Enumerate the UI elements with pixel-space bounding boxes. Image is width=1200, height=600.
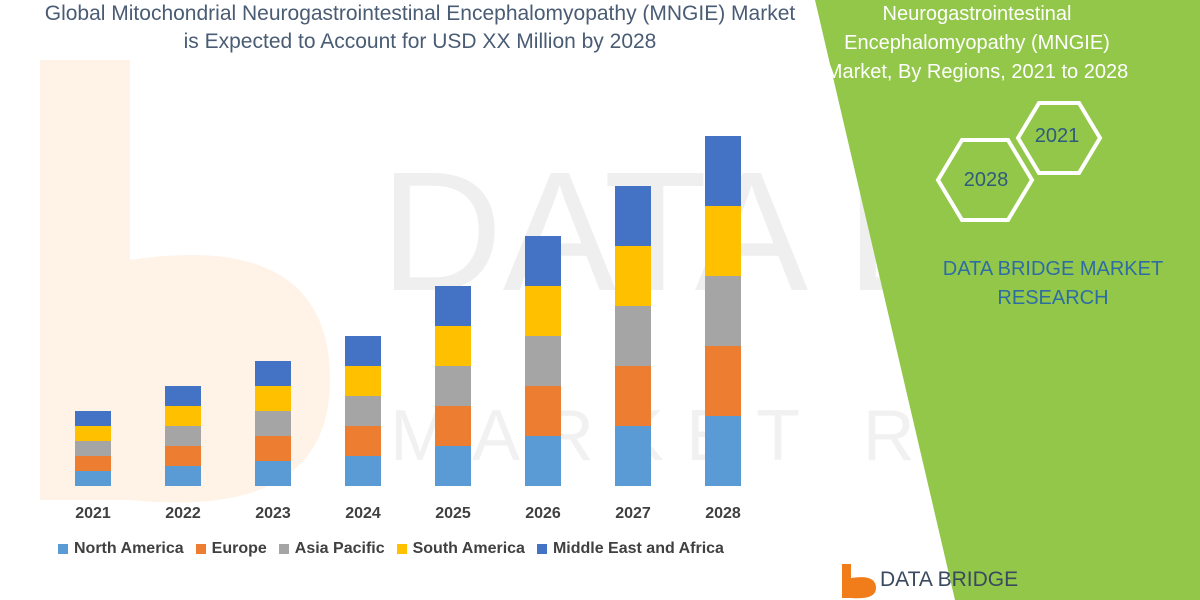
legend-item-middle-east-and-africa: Middle East and Africa bbox=[536, 540, 724, 558]
bar-2023-south-america bbox=[255, 386, 291, 411]
brand-label: DATA BRIDGE MARKET RESEARCH bbox=[942, 258, 1164, 309]
bar-2027-north-america bbox=[615, 426, 651, 486]
bar-2028-middle-east-and-africa bbox=[705, 136, 741, 206]
side-panel bbox=[815, 0, 1200, 600]
bar-2021-north-america bbox=[75, 471, 111, 486]
bar-2028-europe bbox=[705, 346, 741, 416]
bar-2021-asia-pacific bbox=[75, 441, 111, 456]
chart-legend: North America Europe Asia Pacific South Ame… bbox=[58, 540, 724, 558]
bar-2025-south-america bbox=[435, 326, 471, 366]
x-tick-2028: 2028 bbox=[705, 505, 741, 522]
chart-title: Global Mitochondrial Neurogastrointestin… bbox=[44, 2, 796, 53]
bar-2027-asia-pacific bbox=[615, 306, 651, 366]
bar-2022-north-america bbox=[165, 466, 201, 486]
bar-2026-asia-pacific bbox=[525, 336, 561, 386]
bar-2024-south-america bbox=[345, 366, 381, 396]
logo-text: DATA BRIDGE bbox=[880, 568, 1019, 591]
bar-2026-south-america bbox=[525, 286, 561, 336]
bar-2025-europe bbox=[435, 406, 471, 446]
bar-2025-north-america bbox=[435, 446, 471, 486]
bar-2027-middle-east-and-africa bbox=[615, 186, 651, 246]
bars-group bbox=[75, 136, 741, 486]
bar-2028-north-america bbox=[705, 416, 741, 486]
legend-label: South America bbox=[412, 540, 525, 557]
legend-label: North America bbox=[74, 540, 184, 557]
legend-swatch bbox=[58, 544, 68, 554]
bar-2026-north-america bbox=[525, 436, 561, 486]
bar-2022-europe bbox=[165, 446, 201, 466]
x-tick-2026: 2026 bbox=[525, 505, 561, 522]
bar-2024-north-america bbox=[345, 456, 381, 486]
legend-swatch bbox=[536, 544, 547, 554]
bar-2021-south-america bbox=[75, 426, 111, 441]
x-tick-labels: 2021 2022 2023 2024 2025 2026 2027 2028 bbox=[75, 505, 741, 522]
bar-2028-south-america bbox=[705, 206, 741, 276]
x-tick-2025: 2025 bbox=[435, 505, 471, 522]
hex-outline-large bbox=[935, 138, 1035, 222]
bar-2021-middle-east-and-africa bbox=[75, 411, 111, 426]
x-tick-2022: 2022 bbox=[165, 505, 201, 522]
bar-2023-middle-east-and-africa bbox=[255, 361, 291, 386]
bar-2024-middle-east-and-africa bbox=[345, 336, 381, 366]
legend-label: Asia Pacific bbox=[294, 540, 385, 557]
bar-2022-south-america bbox=[165, 406, 201, 426]
legend-label: Europe bbox=[211, 540, 267, 557]
bar-2024-europe bbox=[345, 426, 381, 456]
bar-2021-europe bbox=[75, 456, 111, 471]
legend-swatch bbox=[278, 544, 289, 554]
hex-label-2028: 2028 bbox=[963, 169, 1009, 191]
bar-2027-europe bbox=[615, 366, 651, 426]
bar-2022-middle-east-and-africa bbox=[165, 386, 201, 406]
legend-item-north-america: North America bbox=[58, 540, 184, 558]
legend-label: Middle East and Africa bbox=[552, 540, 724, 557]
bar-2023-north-america bbox=[255, 461, 291, 486]
side-panel-title: Neurogastrointestinal Encephalomyopathy … bbox=[825, 3, 1129, 83]
bar-2023-europe bbox=[255, 436, 291, 461]
x-tick-2024: 2024 bbox=[345, 505, 381, 522]
x-tick-2027: 2027 bbox=[615, 505, 651, 522]
hex-label-2021: 2021 bbox=[1034, 125, 1080, 147]
bar-2024-asia-pacific bbox=[345, 396, 381, 426]
x-tick-2021: 2021 bbox=[75, 505, 111, 522]
bar-2023-asia-pacific bbox=[255, 411, 291, 436]
bar-2028-asia-pacific bbox=[705, 276, 741, 346]
bar-2025-asia-pacific bbox=[435, 366, 471, 406]
legend-item-asia-pacific: Asia Pacific bbox=[278, 540, 385, 558]
x-tick-2023: 2023 bbox=[255, 505, 291, 522]
bar-2025-middle-east-and-africa bbox=[435, 286, 471, 326]
bar-2026-europe bbox=[525, 386, 561, 436]
legend-swatch bbox=[396, 544, 407, 554]
legend-swatch bbox=[195, 544, 206, 554]
bar-2027-south-america bbox=[615, 246, 651, 306]
logo-icon bbox=[842, 564, 876, 599]
bar-2022-asia-pacific bbox=[165, 426, 201, 446]
hex-outline-small bbox=[1015, 101, 1103, 175]
legend-item-south-america: South America bbox=[396, 540, 525, 558]
legend-item-europe: Europe bbox=[195, 540, 267, 558]
bar-2026-middle-east-and-africa bbox=[525, 236, 561, 286]
